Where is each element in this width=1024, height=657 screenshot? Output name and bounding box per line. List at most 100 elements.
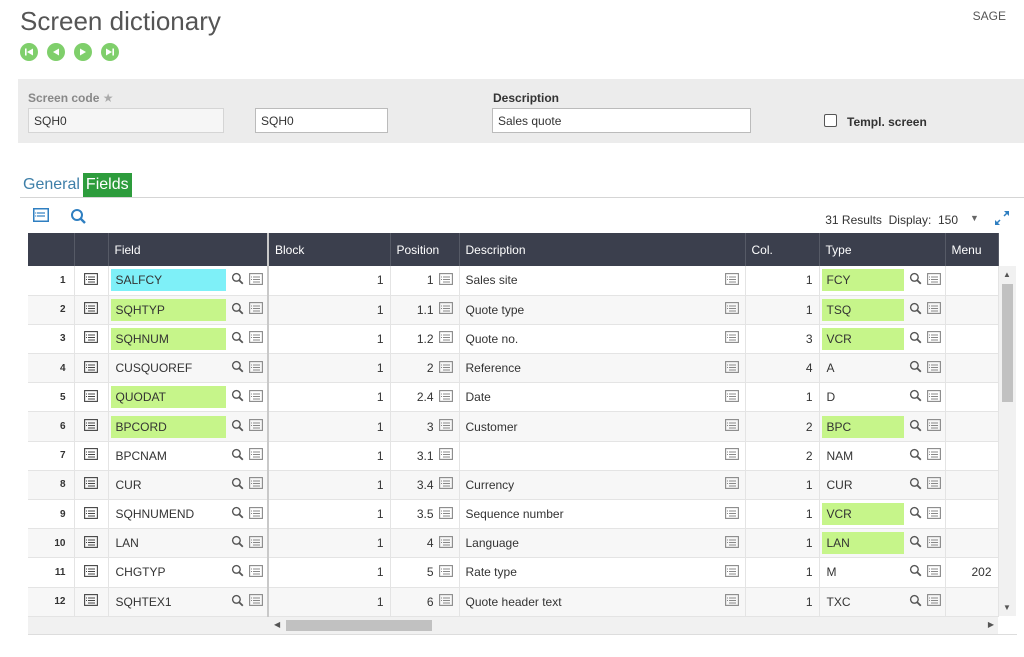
field-cell[interactable]: LAN [108,528,269,559]
position-detail-button[interactable] [438,477,453,492]
type-lookup-button[interactable] [909,448,922,464]
field-value[interactable]: BPCORD [110,415,226,438]
header-field[interactable]: Field [108,233,269,266]
field-detail-button[interactable] [249,302,263,317]
block-cell[interactable]: 1 [268,295,391,325]
type-detail-button[interactable] [926,302,941,317]
position-cell[interactable]: 5 [390,557,460,588]
col-cell[interactable]: 1 [745,557,820,588]
description-detail-button[interactable] [724,535,739,551]
type-detail-button[interactable] [926,419,941,434]
position-value[interactable]: 3.5 [416,507,434,522]
type-value[interactable]: TXC [826,594,851,609]
type-lookup-button[interactable] [909,594,922,610]
row-detail-button[interactable] [74,411,109,442]
position-value[interactable]: 3.4 [416,477,434,492]
row-detail-button[interactable] [74,266,109,296]
field-lookup-button[interactable] [231,477,244,493]
type-cell[interactable]: TXC [819,587,946,617]
field-value[interactable]: CUR [115,477,142,492]
type-value[interactable]: VCR [821,327,904,350]
scroll-left-icon[interactable]: ◀ [274,620,281,629]
description-cell[interactable]: Rate type [459,557,746,588]
position-cell[interactable]: 1.1 [390,295,460,325]
type-value[interactable]: M [826,565,837,580]
position-cell[interactable]: 3 [390,411,460,442]
field-detail-button[interactable] [249,565,263,580]
screen-code-field[interactable]: SQH0 [28,108,224,133]
menu-cell[interactable] [945,470,999,501]
field-detail-button[interactable] [249,506,263,522]
type-cell[interactable]: NAM [819,441,946,471]
position-cell[interactable]: 3.4 [390,470,460,501]
block-cell[interactable]: 1 [268,411,391,442]
menu-cell[interactable] [945,499,999,530]
type-lookup-button[interactable] [909,564,922,580]
menu-cell[interactable] [945,295,999,325]
description-value[interactable]: Quote type [465,302,525,317]
type-cell[interactable]: BPC [819,411,946,442]
row-detail-button[interactable] [74,499,109,530]
header-col[interactable]: Col. [745,233,820,266]
block-cell[interactable]: 1 [268,587,391,617]
col-cell[interactable]: 3 [745,324,820,355]
row-detail-button[interactable] [74,470,109,501]
table-row[interactable]: 4 CUSQUOREF 1 2 Reference 4 A [28,353,999,384]
table-row[interactable]: 5 QUODAT 1 2.4 Date 1 D [28,382,999,413]
table-row[interactable]: 2 SQHTYP 1 1.1 Quote type 1 TSQ [28,295,999,325]
header-description[interactable]: Description [459,233,746,266]
type-detail-button[interactable] [926,331,941,346]
menu-cell[interactable] [945,382,999,413]
field-cell[interactable]: SQHTEX1 [108,587,269,617]
description-detail-button[interactable] [724,565,739,580]
description-value[interactable]: Language [465,536,519,551]
menu-cell[interactable] [945,411,999,442]
field-cell[interactable]: SQHNUM [108,324,269,355]
table-row[interactable]: 1 SALFCY 1 1 Sales site 1 FCY [28,266,999,296]
block-cell[interactable]: 1 [268,557,391,588]
template-screen-checkbox[interactable] [824,114,837,127]
block-cell[interactable]: 1 [268,470,391,501]
field-detail-button[interactable] [249,360,263,376]
type-value[interactable]: LAN [821,532,904,555]
field-detail-button[interactable] [249,331,263,346]
col-cell[interactable]: 4 [745,353,820,384]
first-record-button[interactable] [20,43,38,61]
company-label[interactable]: SAGE [972,9,1006,23]
field-value[interactable]: CHGTYP [115,565,166,580]
field-lookup-button[interactable] [231,594,244,610]
position-value[interactable]: 2.4 [416,390,434,405]
field-value[interactable]: LAN [115,536,139,551]
position-value[interactable]: 4 [426,536,434,551]
field-cell[interactable]: SALFCY [108,266,269,296]
col-cell[interactable]: 1 [745,587,820,617]
description-value[interactable]: Reference [465,361,521,376]
field-value[interactable]: CUSQUOREF [115,361,193,376]
type-cell[interactable]: TSQ [819,295,946,325]
position-detail-button[interactable] [438,272,453,288]
horizontal-scrollbar[interactable]: ◀ ▶ [270,617,998,634]
col-cell[interactable]: 1 [745,382,820,413]
block-cell[interactable]: 1 [268,266,391,296]
type-value[interactable]: A [826,361,835,376]
block-cell[interactable]: 1 [268,382,391,413]
position-detail-button[interactable] [438,360,453,376]
description-cell[interactable]: Sales site [459,266,746,296]
table-row[interactable]: 11 CHGTYP 1 5 Rate type 1 M 202 [28,557,999,588]
field-detail-button[interactable] [249,272,263,288]
field-cell[interactable]: SQHNUMEND [108,499,269,530]
type-lookup-button[interactable] [909,477,922,493]
table-row[interactable]: 8 CUR 1 3.4 Currency 1 CUR [28,470,999,501]
type-lookup-button[interactable] [909,506,922,522]
expand-button[interactable] [994,210,1010,231]
position-cell[interactable]: 3.1 [390,441,460,471]
menu-cell[interactable] [945,587,999,617]
header-position[interactable]: Position [390,233,460,266]
position-value[interactable]: 1 [426,273,434,288]
description-detail-button[interactable] [724,302,739,317]
block-cell[interactable]: 1 [268,353,391,384]
row-detail-button[interactable] [74,324,109,355]
last-record-button[interactable] [101,43,119,61]
field-detail-button[interactable] [249,477,263,492]
row-detail-button[interactable] [74,353,109,384]
